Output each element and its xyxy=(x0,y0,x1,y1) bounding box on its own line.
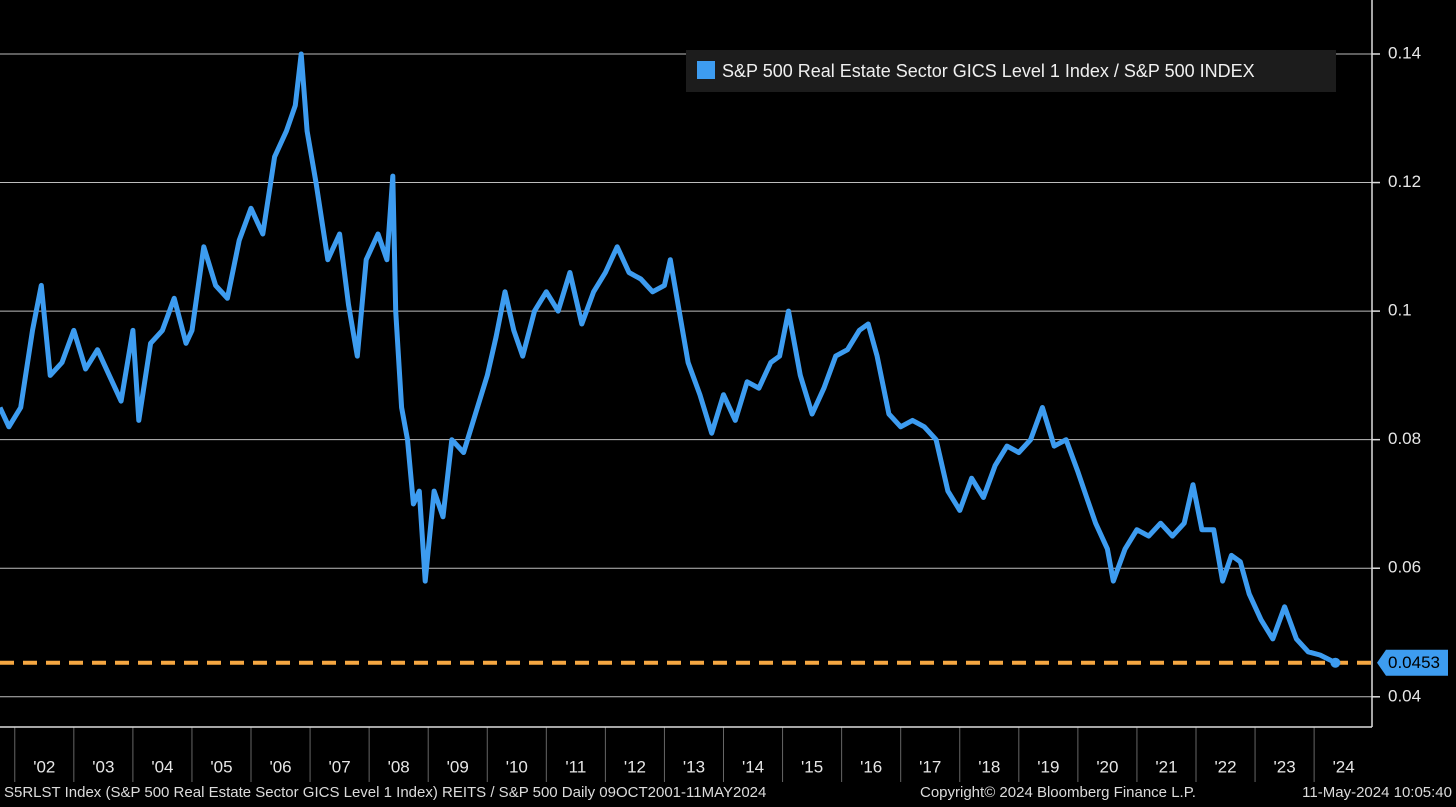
footer-source: S5RLST Index (S&P 500 Real Estate Sector… xyxy=(4,784,766,801)
x-tick-label: '12 xyxy=(624,757,646,776)
series-line xyxy=(0,51,1337,665)
x-tick-label: '09 xyxy=(447,757,469,776)
x-tick-label: '11 xyxy=(565,757,586,776)
x-tick-label: '13 xyxy=(683,757,705,776)
y-tick-label: 0.06 xyxy=(1388,558,1421,577)
x-tick-label: '10 xyxy=(506,757,528,776)
x-tick-label: '19 xyxy=(1037,757,1059,776)
y-tick-label: 0.1 xyxy=(1388,301,1412,320)
x-tick-label: '03 xyxy=(92,757,114,776)
x-tick-label: '17 xyxy=(919,757,941,776)
y-tick-label: 0.08 xyxy=(1388,429,1421,448)
x-tick-label: '02 xyxy=(33,757,55,776)
x-tick-label: '23 xyxy=(1274,757,1296,776)
footer-timestamp: 11-May-2024 10:05:40 xyxy=(1302,784,1452,801)
x-tick-label: '20 xyxy=(1096,757,1118,776)
legend-label: S&P 500 Real Estate Sector GICS Level 1 … xyxy=(722,61,1255,81)
x-tick-label: '06 xyxy=(269,757,291,776)
x-tick-label: '04 xyxy=(151,757,173,776)
last-point xyxy=(1330,657,1341,668)
x-tick-label: '21 xyxy=(1155,757,1177,776)
x-tick-label: '18 xyxy=(978,757,1000,776)
x-tick-label: '08 xyxy=(388,757,410,776)
x-tick-label: '24 xyxy=(1333,757,1355,776)
x-tick-label: '07 xyxy=(329,757,351,776)
x-tick-label: '22 xyxy=(1214,757,1236,776)
last-value-tag xyxy=(1377,649,1448,676)
legend-swatch xyxy=(697,61,715,79)
legend-box xyxy=(686,50,1336,92)
last-value-label: 0.0453 xyxy=(1388,653,1440,672)
y-tick-label: 0.04 xyxy=(1388,686,1421,705)
x-tick-label: '16 xyxy=(860,757,882,776)
x-tick-label: '15 xyxy=(801,757,823,776)
footer-copyright: Copyright© 2024 Bloomberg Finance L.P. xyxy=(920,784,1196,801)
y-tick-label: 0.14 xyxy=(1388,43,1421,62)
x-tick-label: '05 xyxy=(210,757,232,776)
legend: S&P 500 Real Estate Sector GICS Level 1 … xyxy=(686,50,1336,92)
y-tick-label: 0.12 xyxy=(1388,172,1421,191)
x-tick-label: '14 xyxy=(742,757,764,776)
